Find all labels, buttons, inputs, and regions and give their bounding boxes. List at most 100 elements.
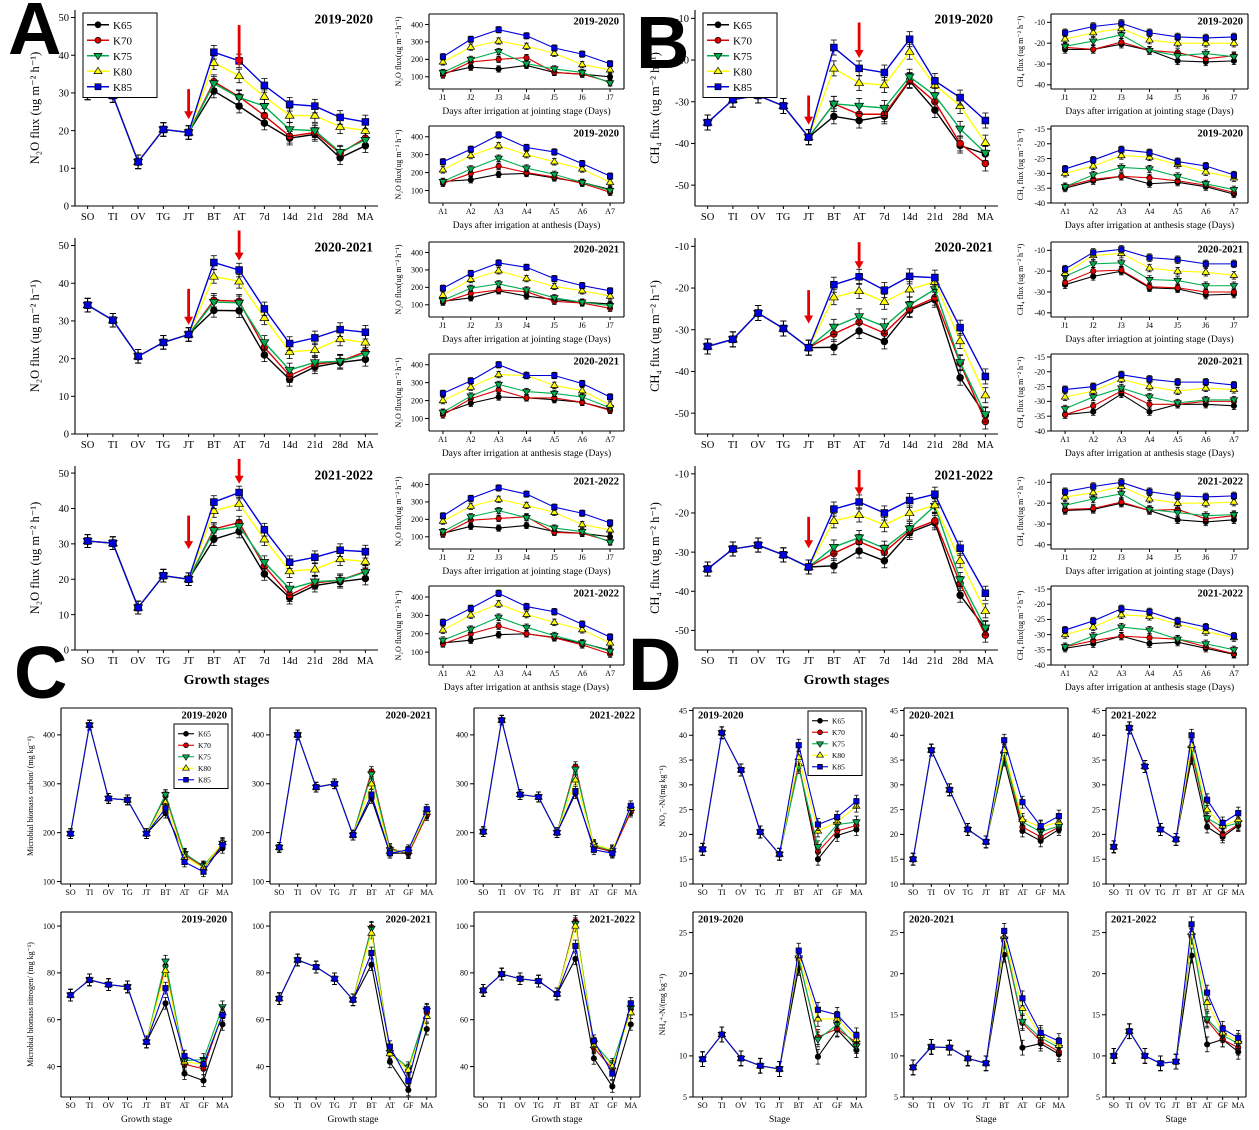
svg-text:TG: TG: [156, 656, 170, 667]
plot-svg: -40 -30 -20 -10 J1 J2 J3 J4 J5 J6 J7 Days after irr…: [1016, 473, 1249, 577]
svg-text:2019-2020: 2019-2020: [574, 17, 620, 28]
svg-text:TI: TI: [498, 1101, 506, 1110]
svg-text:AT: AT: [180, 1101, 190, 1110]
svg-text:J5: J5: [1174, 553, 1181, 562]
svg-text:J4: J4: [1146, 93, 1153, 102]
svg-text:A2: A2: [466, 207, 476, 216]
svg-text:A1: A1: [438, 207, 448, 216]
svg-text:SO: SO: [81, 212, 95, 223]
chart-no3-2020-2021: 10 15 20 25 30 35 40 45 SO TI OV TG JT BT AT GF MA 2020-2…: [880, 702, 1076, 900]
svg-text:Days after irrigation at anthe: Days after irrigation at anthesis stage …: [1065, 448, 1234, 459]
svg-text:100: 100: [456, 877, 468, 886]
svg-text:AT: AT: [853, 656, 866, 667]
svg-text:-10: -10: [1034, 246, 1045, 255]
svg-text:2020-2021: 2020-2021: [386, 711, 432, 722]
svg-text:TI: TI: [108, 440, 118, 451]
svg-text:-50: -50: [675, 626, 689, 637]
svg-text:J7: J7: [1230, 93, 1237, 102]
svg-text:10: 10: [59, 392, 70, 403]
svg-text:AT: AT: [589, 888, 599, 897]
svg-text:MA: MA: [977, 656, 994, 667]
svg-text:A3: A3: [1116, 435, 1126, 444]
svg-text:MA: MA: [357, 656, 374, 667]
svg-text:OV: OV: [103, 1101, 115, 1110]
plot-svg: 0 10 20 30 40 50 SO TI OV TG JT BT AT 7d 14d 21d 28d MA N₂…: [28, 10, 378, 223]
svg-text:JT: JT: [183, 440, 194, 451]
svg-text:J7: J7: [607, 553, 614, 562]
svg-text:-20: -20: [1034, 267, 1045, 276]
svg-text:Growth stages: Growth stages: [184, 673, 270, 688]
svg-text:SO: SO: [65, 1101, 75, 1110]
svg-text:TG: TG: [156, 440, 170, 451]
svg-text:Days after irrigation at joint: Days after irrigation at jointing stage …: [442, 334, 610, 345]
svg-text:A6: A6: [577, 669, 587, 678]
svg-text:-40: -40: [1034, 81, 1045, 90]
svg-text:GF: GF: [403, 1101, 414, 1110]
svg-text:50: 50: [59, 241, 70, 252]
svg-text:A7: A7: [605, 207, 615, 216]
svg-text:21d: 21d: [307, 656, 324, 667]
svg-text:-40: -40: [1034, 309, 1045, 318]
svg-text:-20: -20: [1034, 600, 1045, 609]
svg-text:2021-2022: 2021-2022: [1198, 477, 1244, 488]
svg-text:300: 300: [43, 780, 55, 789]
svg-text:100: 100: [411, 533, 423, 542]
svg-text:A7: A7: [1229, 207, 1239, 216]
svg-text:2021-2022: 2021-2022: [574, 589, 620, 600]
svg-text:-30: -30: [675, 548, 689, 559]
plot-svg: -40 -30 -20 -10 J1 J2 J3 J4 J5 J6 J7 Days after irr…: [1016, 13, 1249, 117]
svg-text:BT: BT: [827, 440, 841, 451]
plot-svg: 100 200 300 400 A1 A2 A3 A4 A5 A6 A7 Days after irr…: [394, 585, 625, 693]
svg-text:J6: J6: [1202, 321, 1209, 330]
chart-n2o-jointing-2019-2020: 100 200 300 400 J1 J2 J3 J4 J5 J6 J7 Days after irr…: [392, 8, 632, 118]
svg-text:80: 80: [256, 969, 264, 978]
svg-text:20: 20: [59, 354, 70, 365]
svg-text:A2: A2: [1088, 435, 1098, 444]
svg-text:CH₄ flux (ug m⁻² h⁻¹): CH₄ flux (ug m⁻² h⁻¹): [1016, 15, 1025, 87]
svg-text:J6: J6: [579, 93, 586, 102]
svg-text:J3: J3: [495, 321, 502, 330]
svg-text:OV: OV: [131, 440, 147, 451]
svg-text:A3: A3: [494, 207, 504, 216]
svg-text:BT: BT: [570, 1101, 580, 1110]
svg-text:0: 0: [64, 646, 69, 657]
svg-text:-35: -35: [1034, 646, 1045, 655]
svg-text:A7: A7: [605, 435, 615, 444]
svg-text:Days after irrigation at anthe: Days after irrigation at anthesis stage …: [442, 448, 611, 459]
svg-text:-15: -15: [1034, 353, 1045, 362]
svg-text:14d: 14d: [282, 212, 299, 223]
svg-text:7d: 7d: [879, 440, 890, 451]
svg-text:OV: OV: [131, 656, 147, 667]
svg-text:7d: 7d: [879, 212, 890, 223]
svg-text:A4: A4: [1145, 435, 1155, 444]
svg-text:JT: JT: [349, 888, 357, 897]
svg-text:TI: TI: [108, 656, 118, 667]
svg-text:40: 40: [460, 1062, 468, 1071]
svg-text:-35: -35: [1034, 184, 1045, 193]
svg-text:2021-2022: 2021-2022: [1198, 589, 1244, 600]
svg-text:SO: SO: [478, 888, 488, 897]
svg-text:K80: K80: [113, 66, 132, 78]
svg-text:2021-2022: 2021-2022: [590, 915, 636, 926]
svg-text:80: 80: [460, 969, 468, 978]
svg-text:AT: AT: [853, 212, 866, 223]
svg-text:A6: A6: [1201, 435, 1211, 444]
svg-text:JT: JT: [183, 656, 194, 667]
svg-text:28d: 28d: [332, 212, 349, 223]
svg-text:BT: BT: [207, 656, 221, 667]
svg-text:2019-2020: 2019-2020: [315, 12, 374, 27]
svg-text:TI: TI: [108, 212, 118, 223]
svg-text:AT: AT: [233, 212, 246, 223]
svg-text:-20: -20: [675, 284, 689, 295]
svg-text:SO: SO: [701, 440, 715, 451]
svg-text:-25: -25: [1034, 154, 1045, 163]
svg-text:100: 100: [411, 301, 423, 310]
svg-text:-30: -30: [1034, 288, 1045, 297]
svg-text:CH₄ flux (ug m⁻² h⁻¹): CH₄ flux (ug m⁻² h⁻¹): [1016, 243, 1025, 315]
svg-text:-35: -35: [1034, 412, 1045, 421]
svg-text:SO: SO: [701, 212, 715, 223]
svg-text:OV: OV: [310, 888, 322, 897]
